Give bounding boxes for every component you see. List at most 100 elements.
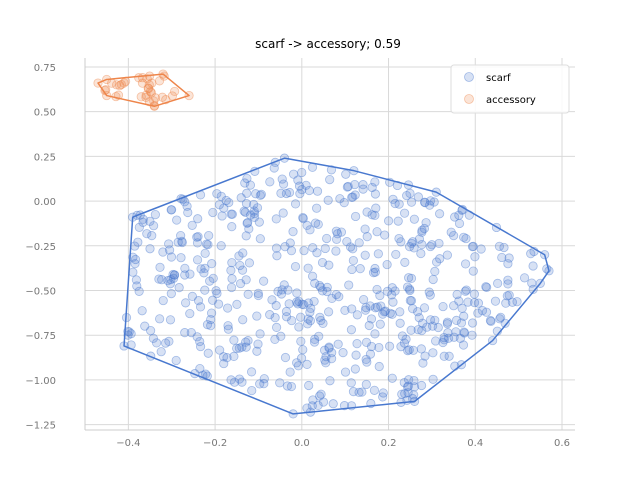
data-point-scarf <box>237 377 247 387</box>
data-point-scarf <box>390 286 400 296</box>
data-point-scarf <box>155 262 165 272</box>
data-point-scarf <box>459 327 469 337</box>
data-point-scarf <box>451 327 461 337</box>
data-point-scarf <box>306 303 316 313</box>
data-point-scarf <box>284 299 294 309</box>
data-point-scarf <box>171 355 181 366</box>
data-point-scarf <box>350 179 360 190</box>
data-point-scarf <box>271 322 282 332</box>
data-point-scarf <box>305 225 315 235</box>
data-point-scarf <box>481 307 492 317</box>
data-point-scarf <box>417 325 427 336</box>
data-point-scarf <box>425 196 436 206</box>
data-point-scarf <box>504 253 514 263</box>
data-point-scarf <box>322 286 332 297</box>
data-point-scarf <box>519 273 530 283</box>
data-point-scarf <box>325 175 335 185</box>
data-point-scarf <box>336 227 346 237</box>
data-point-scarf <box>157 275 167 285</box>
data-point-scarf <box>354 387 364 397</box>
data-point-scarf <box>282 381 293 391</box>
data-point-scarf <box>254 217 264 227</box>
data-point-scarf <box>406 325 416 335</box>
data-point-scarf <box>158 295 168 306</box>
data-point-scarf <box>232 299 242 309</box>
data-point-scarf <box>239 206 249 216</box>
data-point-scarf <box>450 212 460 222</box>
data-point-scarf <box>342 182 352 192</box>
data-point-scarf <box>237 342 247 352</box>
data-point-scarf <box>305 307 315 317</box>
data-point-accessory <box>154 76 165 86</box>
points-layer <box>93 69 554 419</box>
data-point-scarf <box>362 207 372 217</box>
data-point-accessory <box>116 79 126 90</box>
data-point-scarf <box>270 313 280 323</box>
data-point-scarf <box>348 192 358 202</box>
data-point-scarf <box>181 298 191 308</box>
data-point-scarf <box>400 257 410 267</box>
data-point-scarf <box>404 375 414 385</box>
data-point-scarf <box>378 309 388 319</box>
data-point-scarf <box>497 252 507 263</box>
data-point-scarf <box>302 359 312 369</box>
data-point-scarf <box>496 312 506 322</box>
data-point-accessory <box>137 78 148 88</box>
data-point-scarf <box>409 214 419 224</box>
data-point-scarf <box>152 338 162 348</box>
data-point-scarf <box>241 231 251 241</box>
data-point-scarf <box>176 253 186 263</box>
data-point-accessory <box>159 71 169 81</box>
data-point-scarf <box>199 268 209 278</box>
data-point-scarf <box>298 212 308 223</box>
data-point-scarf <box>298 213 308 224</box>
data-point-scarf <box>227 274 237 284</box>
data-point-scarf <box>332 234 342 244</box>
data-point-accessory <box>149 96 159 106</box>
data-point-scarf <box>424 287 434 297</box>
data-point-scarf <box>310 278 320 288</box>
data-point-scarf <box>338 348 348 358</box>
data-point-scarf <box>290 261 301 272</box>
data-point-scarf <box>276 188 286 198</box>
data-point-scarf <box>134 222 144 232</box>
data-point-scarf <box>502 291 512 301</box>
data-point-scarf <box>370 263 380 274</box>
data-point-scarf <box>193 296 204 306</box>
data-point-scarf <box>204 230 214 241</box>
data-point-scarf <box>342 236 352 247</box>
data-point-scarf <box>396 237 406 247</box>
data-point-scarf <box>186 328 196 338</box>
data-point-scarf <box>161 338 171 348</box>
y-tick-label: −0.25 <box>25 242 56 253</box>
data-point-scarf <box>212 189 222 199</box>
data-point-scarf <box>219 352 229 362</box>
data-point-scarf <box>222 353 232 363</box>
data-point-scarf <box>270 334 280 345</box>
data-point-scarf <box>149 221 159 231</box>
data-point-scarf <box>292 288 302 298</box>
data-point-scarf <box>368 268 379 278</box>
data-point-accessory <box>144 80 154 90</box>
data-point-scarf <box>452 289 462 300</box>
data-point-scarf <box>309 337 320 347</box>
data-point-scarf <box>346 325 357 335</box>
data-point-scarf <box>467 242 478 252</box>
data-point-scarf <box>407 238 417 249</box>
data-point-scarf <box>195 363 205 374</box>
data-point-scarf <box>380 230 390 240</box>
data-point-scarf <box>295 188 305 199</box>
data-point-scarf <box>321 351 331 362</box>
data-point-scarf <box>214 299 224 309</box>
y-tick-label: −0.50 <box>25 287 56 298</box>
data-point-scarf <box>211 286 221 296</box>
data-point-scarf <box>185 269 195 279</box>
data-point-scarf <box>307 401 317 411</box>
data-point-scarf <box>202 319 213 330</box>
data-point-scarf <box>236 193 246 203</box>
y-tick-label: −1.25 <box>25 421 56 432</box>
data-point-scarf <box>320 243 330 254</box>
data-point-scarf <box>413 192 423 202</box>
data-point-scarf <box>419 303 430 313</box>
data-point-scarf <box>227 222 237 232</box>
